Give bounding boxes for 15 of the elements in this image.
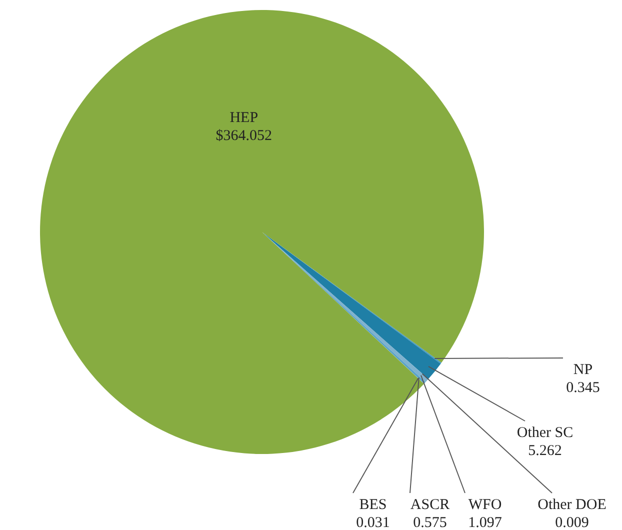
data-label: 0.345 — [566, 380, 600, 396]
data-label: 0.009 — [555, 515, 589, 530]
slice-label: NP — [573, 362, 593, 378]
data-label: 0.575 — [413, 515, 447, 530]
data-label: 5.262 — [528, 443, 562, 459]
slice-label: HEP — [230, 110, 258, 126]
slice-label: Other DOE — [538, 497, 606, 513]
slice-label: Other SC — [516, 425, 574, 441]
slice-label: BES — [359, 497, 387, 513]
slice-label: ASCR — [410, 497, 450, 513]
data-label: $364.052 — [216, 128, 272, 144]
data-label: 1.097 — [468, 515, 502, 530]
pie-slice — [40, 10, 484, 454]
slice-label: WFO — [468, 497, 502, 513]
data-label: 0.031 — [356, 515, 390, 530]
